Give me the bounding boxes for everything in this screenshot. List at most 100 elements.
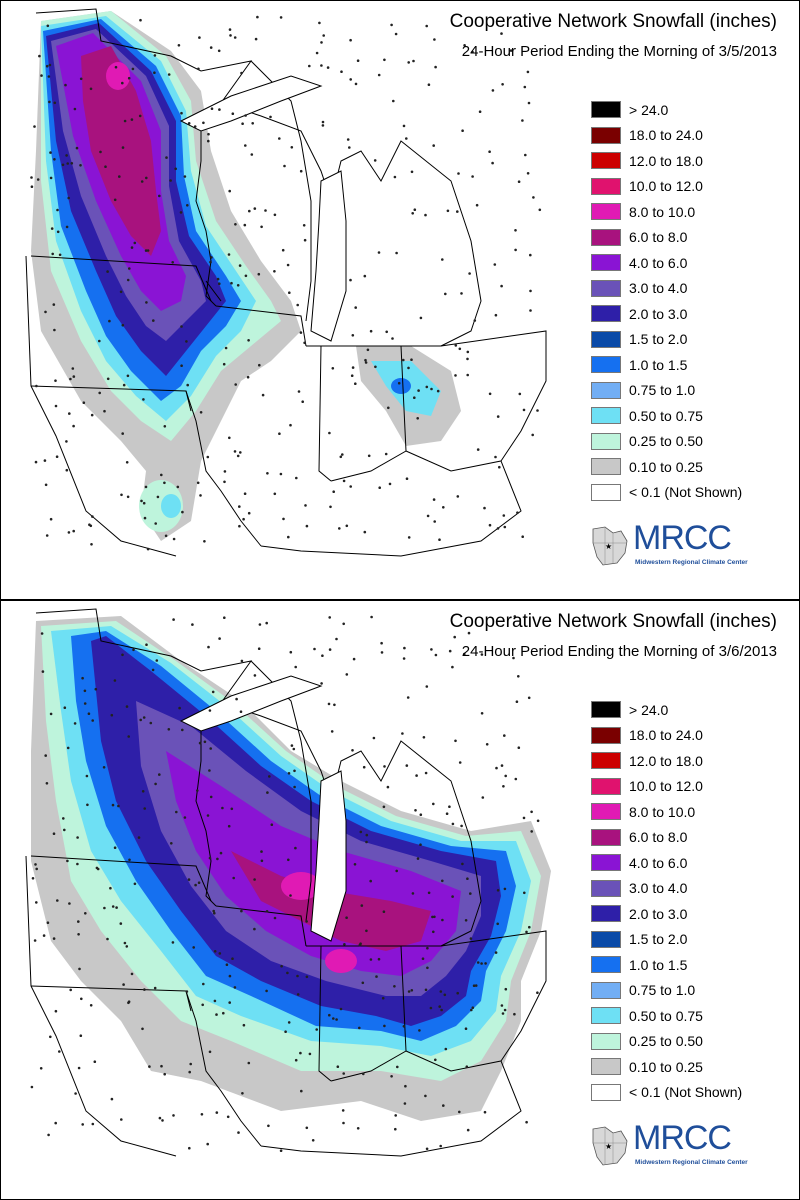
station-dot: [209, 260, 212, 264]
station-dot: [58, 253, 62, 257]
station-dot: [43, 459, 47, 462]
station-dot: [223, 470, 227, 473]
station-dot: [446, 209, 450, 213]
legend-swatch: [591, 1007, 621, 1025]
station-dot: [287, 1021, 291, 1024]
legend-swatch: [591, 407, 621, 425]
station-dot: [456, 210, 459, 213]
station-dot: [210, 107, 214, 110]
station-dot: [156, 495, 160, 499]
station-dot: [218, 952, 222, 955]
station-dot: [77, 920, 80, 923]
station-dot: [209, 747, 212, 750]
logo-text: MRCC: [633, 519, 732, 557]
legend-swatch: [591, 777, 621, 795]
legend-label: 8.0 to 10.0: [629, 203, 696, 220]
station-dot: [225, 963, 229, 966]
station-dot: [359, 942, 362, 945]
station-dot: [321, 654, 324, 657]
logo-subtext: Midwestern Regional Climate Center: [635, 559, 748, 566]
station-dot: [111, 803, 115, 807]
station-dot: [266, 791, 269, 794]
station-dot: [62, 817, 65, 820]
station-dot: [265, 989, 268, 993]
station-dot: [503, 734, 506, 737]
station-dot: [451, 665, 454, 669]
station-dot: [382, 805, 386, 809]
station-dot: [328, 648, 332, 651]
legend-swatch: [591, 956, 621, 974]
station-dot: [235, 697, 238, 701]
station-dot: [283, 164, 286, 168]
station-dot: [514, 248, 517, 252]
panel-title: Cooperative Network Snowfall (inches): [449, 611, 777, 632]
legend-item: 6.0 to 8.0: [591, 825, 742, 851]
station-dot: [501, 83, 504, 86]
legend-item: 1.5 to 2.0: [591, 327, 742, 353]
station-dot: [424, 771, 428, 775]
station-dot: [218, 108, 221, 111]
station-dot: [305, 975, 309, 979]
station-dot: [180, 325, 183, 328]
station-dot: [438, 1005, 442, 1008]
station-dot: [328, 616, 332, 619]
station-dot: [144, 485, 148, 489]
station-dots: [30, 615, 540, 1152]
station-dot: [208, 856, 212, 860]
station-dot: [186, 383, 189, 387]
legend-item: 12.0 to 18.0: [591, 148, 742, 174]
legend-item: 3.0 to 4.0: [591, 876, 742, 902]
station-dot: [517, 746, 521, 749]
station-dot: [229, 34, 232, 37]
legend-label: < 0.1 (Not Shown): [629, 1084, 743, 1101]
station-dot: [123, 119, 127, 123]
station-dot: [113, 846, 117, 849]
legend-label: 12.0 to 18.0: [629, 152, 703, 169]
station-dot: [415, 774, 418, 777]
station-dot: [85, 774, 89, 778]
station-dot: [133, 882, 137, 886]
station-dot: [172, 1114, 175, 1117]
great-lakes: [179, 675, 347, 942]
station-dot: [320, 64, 323, 67]
station-dot: [234, 223, 237, 226]
station-dot: [395, 869, 399, 873]
station-dot: [148, 1065, 151, 1068]
station-dot: [73, 722, 77, 725]
station-dot: [522, 816, 526, 820]
station-dot: [270, 823, 274, 826]
panel-subtitle: 24-Hour Period Ending the Morning of 3/5…: [461, 43, 777, 60]
station-dot: [466, 357, 469, 361]
legend-label: 4.0 to 6.0: [629, 254, 688, 271]
station-dot: [110, 713, 114, 717]
station-dot: [215, 1013, 218, 1016]
station-dot: [240, 909, 243, 913]
station-dot: [179, 211, 183, 214]
legend-item: 0.10 to 0.25: [591, 454, 742, 480]
station-dot: [45, 782, 49, 785]
station-dot: [165, 156, 168, 159]
station-dot: [264, 209, 267, 212]
station-dot: [496, 527, 500, 530]
station-dot: [352, 657, 356, 661]
station-dot: [125, 461, 129, 464]
station-dot: [180, 364, 183, 368]
station-dot: [153, 986, 157, 990]
station-dot: [345, 673, 349, 676]
station-dot: [47, 75, 51, 78]
station-dot: [142, 501, 146, 505]
station-dot: [258, 363, 261, 367]
station-dot: [89, 87, 93, 91]
station-dot: [121, 653, 124, 657]
station-dot: [121, 146, 125, 149]
station-dot: [502, 785, 505, 788]
station-dot: [513, 1012, 516, 1016]
station-dot: [115, 906, 118, 909]
station-dot: [448, 649, 452, 653]
station-dot: [380, 651, 384, 654]
station-dot: [366, 348, 370, 352]
legend-label: > 24.0: [629, 701, 669, 718]
station-dot: [258, 623, 262, 626]
legend-label: 0.10 to 0.25: [629, 1058, 703, 1075]
station-dot: [160, 1064, 163, 1068]
